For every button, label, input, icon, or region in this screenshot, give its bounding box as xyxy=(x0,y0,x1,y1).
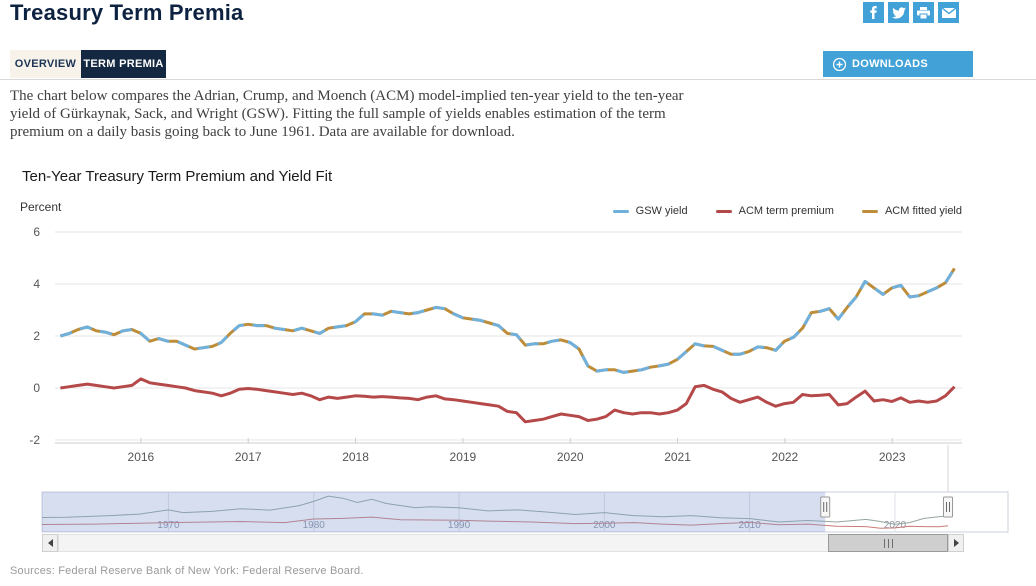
twitter-icon xyxy=(891,6,906,19)
navigator-tick-label: 2000 xyxy=(593,520,616,531)
thumb-grip-icon xyxy=(883,538,893,548)
share-toolbar xyxy=(863,2,959,23)
page-title: Treasury Term Premia xyxy=(10,0,244,25)
navigator-tick-label: 2020 xyxy=(884,520,907,531)
x-tick-label: 2016 xyxy=(128,450,155,464)
scrollbar-left-arrow[interactable] xyxy=(42,534,58,552)
plus-circle-icon xyxy=(833,57,846,71)
scrollbar-thumb[interactable] xyxy=(828,534,948,552)
twitter-share-icon[interactable] xyxy=(888,2,909,23)
navigator-left-mask[interactable] xyxy=(42,492,826,532)
navigator-tick-label: 2010 xyxy=(739,520,762,531)
x-tick-label: 2018 xyxy=(342,450,369,464)
right-triangle-icon xyxy=(953,539,959,547)
legend-label: GSW yield xyxy=(635,205,688,217)
scrollbar-track[interactable] xyxy=(58,534,948,552)
tab-overview[interactable]: OVERVIEW xyxy=(10,50,81,78)
tab-term-premia[interactable]: TERM PREMIA xyxy=(81,50,166,78)
y-tick-label: -2 xyxy=(29,433,40,447)
navigator-series-0 xyxy=(41,495,949,525)
left-triangle-icon xyxy=(47,539,53,547)
x-tick-label: 2020 xyxy=(557,450,584,464)
scrollbar-right-arrow[interactable] xyxy=(948,534,964,552)
legend-item-acm-term-premium[interactable]: ACM term premium xyxy=(715,205,834,217)
chart-canvas: 6 4 2 0 -2 2016 2017 2018 2019 2020 2021 2022 2023 19… xyxy=(29,225,1009,533)
legend-item-gsw-yield[interactable]: GSW yield xyxy=(612,205,688,217)
x-tick-label: 2023 xyxy=(879,450,906,464)
envelope-icon xyxy=(941,7,956,18)
email-share-icon[interactable] xyxy=(938,2,959,23)
downloads-button[interactable]: DOWNLOADS xyxy=(823,51,973,77)
facebook-icon xyxy=(870,6,877,19)
navigator-series-1 xyxy=(41,516,949,529)
acm-fitted-yield-marker-icon xyxy=(861,209,878,213)
chart-legend: GSW yield ACM term premium ACM fitted yi… xyxy=(0,205,962,217)
acm-term-premium-marker-icon xyxy=(715,209,732,213)
x-tick-label: 2021 xyxy=(664,450,691,464)
legend-label: ACM fitted yield xyxy=(884,205,962,217)
gsw-yield-marker-icon xyxy=(612,209,629,213)
acm-term-premium-line xyxy=(60,377,956,424)
x-tick-label: 2022 xyxy=(772,450,799,464)
description-text: The chart below compares the Adrian, Cru… xyxy=(10,88,684,140)
tab-bar: OVERVIEW TERM PREMIA DOWNLOADS xyxy=(0,50,1036,80)
chart-title: Ten-Year Treasury Term Premium and Yield… xyxy=(22,168,333,185)
gsw-yield-line xyxy=(59,267,956,374)
sources-text: Sources: Federal Reserve Bank of New Yor… xyxy=(10,565,364,577)
legend-item-acm-fitted-yield[interactable]: ACM fitted yield xyxy=(861,205,962,217)
facebook-share-icon[interactable] xyxy=(863,2,884,23)
navigator-tick-label: 1990 xyxy=(448,520,471,531)
navigator-right-handle[interactable] xyxy=(943,496,953,518)
navigator-tick-label: 1980 xyxy=(303,520,326,531)
y-tick-label: 4 xyxy=(33,277,40,291)
printer-icon xyxy=(917,6,930,19)
y-axis-title: Percent xyxy=(20,200,62,214)
chart-scrollbar xyxy=(42,534,964,552)
x-tick-label: 2017 xyxy=(235,450,262,464)
y-tick-label: 0 xyxy=(33,381,40,395)
navigator-outline xyxy=(41,491,1009,533)
y-tick-label: 6 xyxy=(33,225,40,239)
navigator-tick-label: 1970 xyxy=(157,520,180,531)
y-tick-label: 2 xyxy=(33,329,40,343)
navigator-left-handle[interactable] xyxy=(820,496,831,518)
x-tick-label: 2019 xyxy=(450,450,477,464)
print-share-icon[interactable] xyxy=(913,2,934,23)
downloads-label: DOWNLOADS xyxy=(852,58,929,70)
legend-label: ACM term premium xyxy=(738,205,834,217)
